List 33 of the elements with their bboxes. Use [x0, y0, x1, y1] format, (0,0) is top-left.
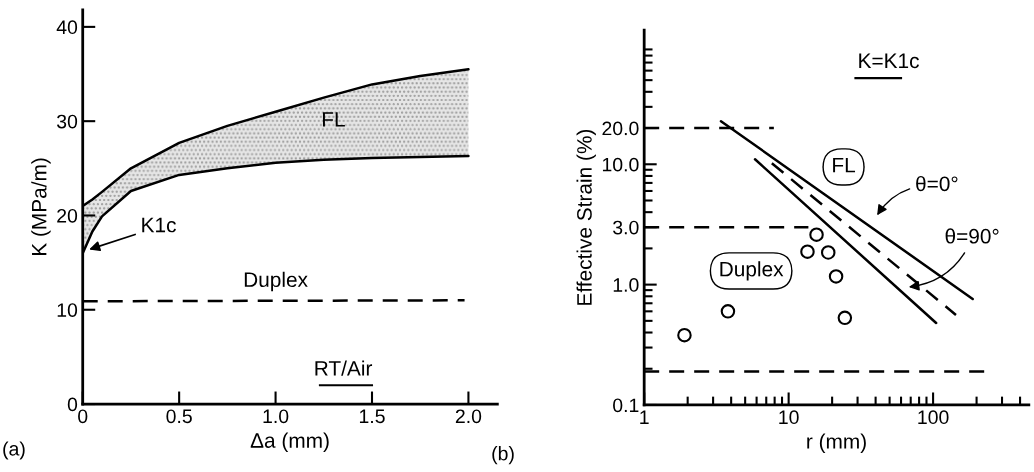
- annotation: Duplex: [244, 271, 308, 292]
- y-tick-label: 10: [57, 303, 78, 317]
- annotation: θ=0°: [916, 175, 958, 192]
- annotation: FL: [833, 158, 856, 173]
- x-tick-label: 2.0: [455, 409, 482, 424]
- annotation: K=K1c: [859, 53, 919, 69]
- annotation: θ=90°: [945, 228, 999, 244]
- y-tick-label: 0.1: [613, 398, 639, 413]
- text: (a): [3, 441, 25, 460]
- y-tick-label: 30: [56, 114, 78, 129]
- annotation: RT/Air: [315, 360, 373, 376]
- y-tick-label: 0: [67, 397, 78, 412]
- annotation: FL: [322, 112, 345, 127]
- y-tick-label: 20: [57, 208, 78, 223]
- x-tick-label: 0.5: [166, 409, 192, 424]
- x-tick-label: 1: [640, 410, 649, 424]
- x-tick-label: 10: [779, 410, 799, 425]
- y-tick-label: 20.0: [602, 121, 639, 136]
- x-tick-label: 1.5: [359, 409, 385, 424]
- x-tick-label: 1.0: [263, 409, 289, 424]
- text: (b): [492, 446, 514, 465]
- x-axis-title: r (mm): [807, 433, 866, 453]
- y-axis-title: Effective Strain (%): [576, 129, 596, 305]
- x-tick-label: 100: [918, 410, 949, 425]
- x-tick-label: 0: [78, 409, 88, 424]
- y-tick-label: 10.0: [602, 157, 639, 172]
- annotation: K1c: [142, 217, 176, 233]
- annotation: Duplex: [720, 261, 784, 281]
- x-axis-title: Δa (mm): [250, 432, 329, 452]
- y-tick-label: 3.0: [613, 220, 639, 235]
- y-tick-label: 40: [56, 20, 78, 35]
- y-tick-label: 1.0: [613, 278, 639, 292]
- y-axis-title: K (MPa/m): [31, 158, 51, 256]
